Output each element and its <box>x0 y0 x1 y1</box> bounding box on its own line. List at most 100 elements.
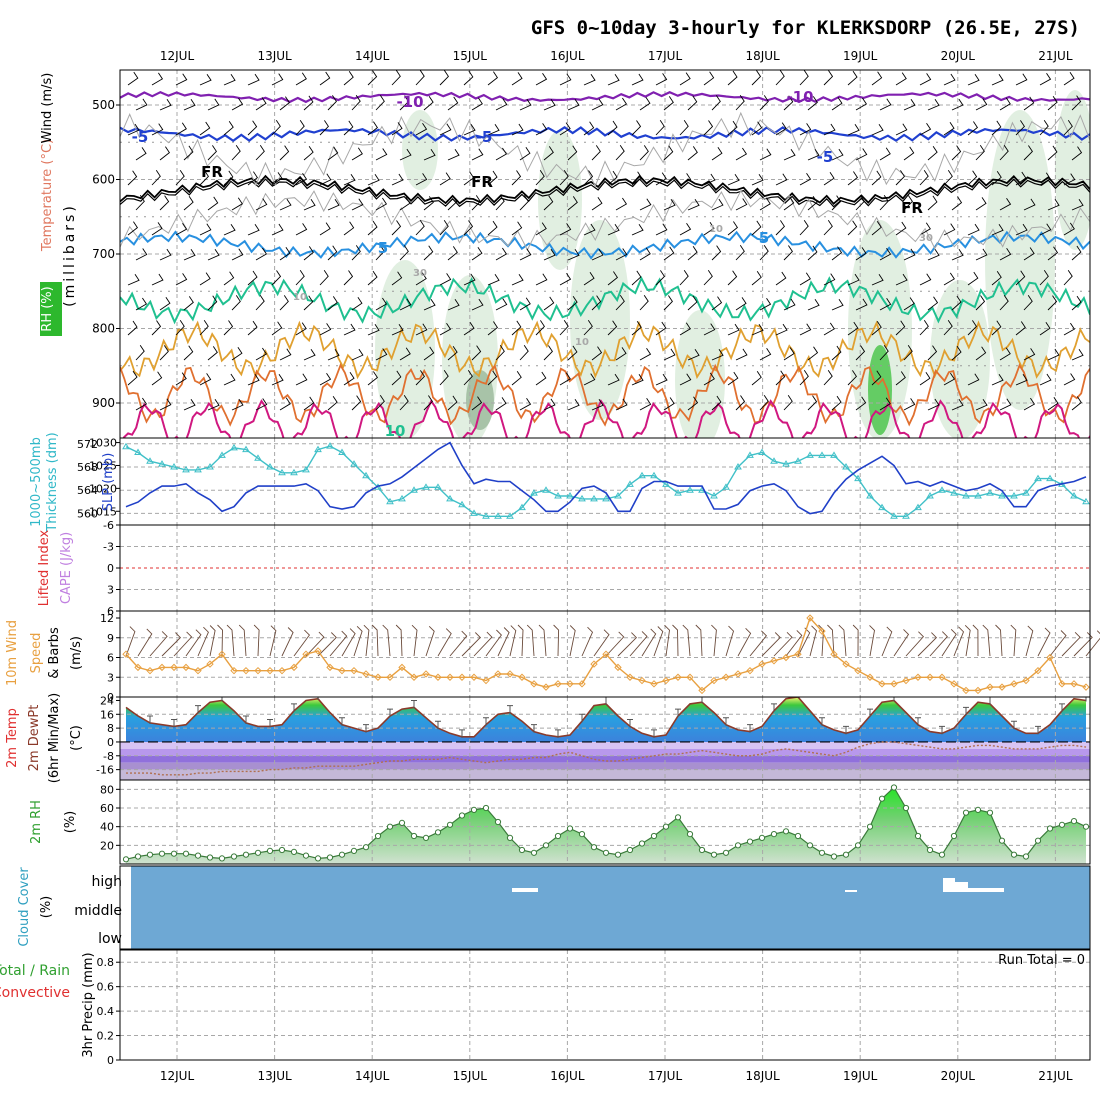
rh-tick-label: 60 <box>100 802 114 815</box>
wind-barb <box>951 345 962 361</box>
wind-barb <box>943 223 956 236</box>
wind-speed-point <box>974 686 982 695</box>
wind-barb <box>1063 222 1075 236</box>
wind-speed-point <box>866 673 874 681</box>
temperature-tick-label: 0 <box>107 736 114 749</box>
rh-point <box>806 842 814 849</box>
wind-barb <box>735 348 748 361</box>
wind-barb <box>711 245 722 261</box>
wind-speed-point <box>662 676 670 685</box>
wind-barb <box>775 70 785 86</box>
rh-point <box>674 814 682 821</box>
thickness-point <box>506 512 514 519</box>
wind-barb <box>1023 145 1033 161</box>
precip-label-b: Convective <box>0 985 70 1001</box>
date-label-top: 19JUL <box>843 49 878 63</box>
rh-point <box>458 812 466 819</box>
wind-barb <box>207 399 220 411</box>
wind-barb <box>903 297 915 311</box>
thickness-point <box>770 457 778 464</box>
thickness-point <box>446 494 454 502</box>
wind-barb <box>367 324 380 336</box>
wind-barb <box>495 98 508 111</box>
wind-speed-point <box>458 673 466 681</box>
thickness-point <box>170 463 178 470</box>
wind-barb <box>943 122 955 136</box>
wind-barb <box>463 70 474 86</box>
rh-point <box>602 849 610 856</box>
wind-barb <box>943 319 953 336</box>
wind-barb <box>591 346 603 361</box>
wind-barb <box>679 72 691 86</box>
wind-barb <box>151 72 164 86</box>
rh-point <box>794 832 802 840</box>
cloud-cover-gaps <box>512 878 1004 892</box>
wind-barb <box>415 122 428 136</box>
wind-barb <box>127 71 139 86</box>
wind-barb <box>183 145 194 161</box>
contour-plus5 <box>120 230 1090 260</box>
wind-barb <box>439 123 452 136</box>
wind-barb <box>567 399 580 411</box>
rh-point <box>254 849 262 856</box>
wind-barb <box>967 373 980 386</box>
wind-barb <box>927 145 938 161</box>
wind-barb <box>231 248 244 261</box>
min-max-marker <box>411 699 417 709</box>
wind-barb <box>1071 349 1084 361</box>
contour-label: -5 <box>817 148 834 166</box>
min-max-marker <box>893 697 895 702</box>
date-label-bottom: 21JUL <box>1038 1069 1073 1083</box>
cloud-gap <box>968 888 1004 892</box>
wind10m-barb <box>363 624 370 657</box>
wind-barb <box>783 245 793 261</box>
rh-point <box>338 851 346 858</box>
wind-barb <box>1039 223 1052 236</box>
wind-barb <box>463 171 475 186</box>
rh-point <box>230 853 238 860</box>
wind-barb <box>951 399 964 411</box>
wind10m-barb <box>785 630 803 657</box>
wind-barb <box>535 320 545 336</box>
rh-point <box>698 846 706 854</box>
wind-speed-point <box>230 666 238 675</box>
wind-barb <box>823 220 833 236</box>
pressure-tick-label: 500 <box>92 98 115 112</box>
thickness-point <box>566 492 574 499</box>
wind-barb <box>519 146 531 161</box>
wind-barb <box>351 395 362 411</box>
wind-barb <box>423 245 434 261</box>
wind-barb <box>471 298 484 311</box>
wind-barb <box>271 172 283 186</box>
wind-barb <box>799 219 809 236</box>
wind-barb <box>135 297 148 311</box>
wind-barb <box>343 221 355 236</box>
wind-barb <box>463 273 476 286</box>
thickness-tick-label: 568 <box>77 461 98 474</box>
wind10m-barb <box>1061 631 1081 657</box>
wind-barb <box>447 246 458 261</box>
cloud-gap <box>512 888 538 892</box>
wind-speed-point <box>830 650 838 658</box>
wind-barb <box>159 345 169 361</box>
min-max-marker <box>915 717 921 726</box>
thickness-point <box>302 465 310 473</box>
wind-barb <box>879 397 891 411</box>
rh-shade-area <box>930 280 990 438</box>
wind-barb <box>703 120 714 136</box>
wind-barb <box>199 272 211 286</box>
wind10m-barb <box>238 624 247 657</box>
wind10m-barb <box>664 624 670 657</box>
wind-barb <box>487 170 498 186</box>
wind-barb <box>879 194 889 211</box>
wind-barb <box>183 296 194 311</box>
wind-barb <box>999 248 1012 261</box>
wind-barb <box>543 345 553 361</box>
wind-barb <box>519 297 531 311</box>
wind-barb <box>583 373 596 386</box>
wind-barb <box>151 222 163 236</box>
wind-barb <box>351 94 361 111</box>
wind-barb <box>751 371 762 386</box>
millibars-label: (millibars) <box>62 203 78 307</box>
wind-barb <box>879 298 892 311</box>
